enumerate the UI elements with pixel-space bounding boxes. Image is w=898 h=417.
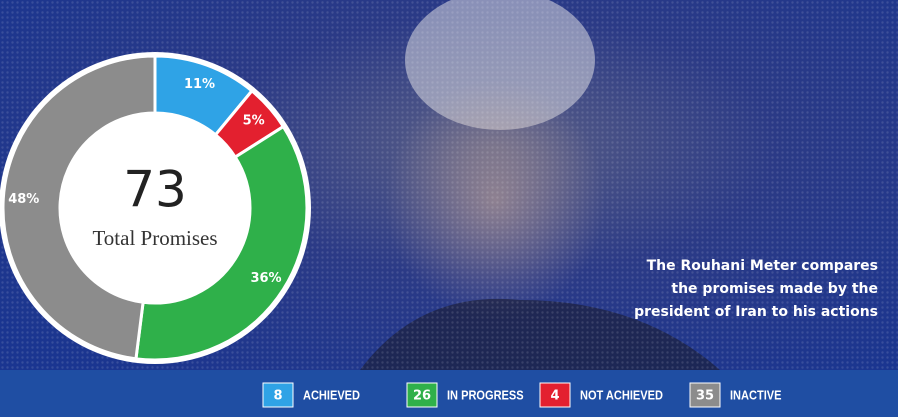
center-value: 73 (123, 161, 187, 219)
legend-count: 4 (550, 389, 559, 404)
center-label: Total Promises (92, 226, 217, 250)
caption: The Rouhani Meter compares the promises m… (634, 258, 878, 320)
donut-chart: 11% 5% 36% 48% 73 Total Promises (0, 52, 311, 364)
segment-label: 48% (8, 192, 39, 207)
legend-count: 8 (273, 389, 282, 404)
infographic: 11% 5% 36% 48% 73 Total Promises 8 ACHIEVED 26 I… (0, 0, 898, 417)
legend-label: IN PROGRESS (447, 388, 524, 403)
caption-line: The Rouhani Meter compares (647, 258, 878, 274)
legend-label: INACTIVE (730, 388, 782, 403)
legend-count: 35 (696, 389, 714, 404)
legend-label: ACHIEVED (303, 388, 360, 403)
segment-label: 11% (184, 77, 215, 92)
caption-line: the promises made by the (671, 281, 878, 297)
legend-count: 26 (413, 389, 431, 404)
caption-line: president of Iran to his actions (634, 304, 878, 320)
segment-label: 36% (250, 271, 281, 286)
segment-label: 5% (243, 114, 265, 129)
legend-label: NOT ACHIEVED (580, 388, 663, 403)
